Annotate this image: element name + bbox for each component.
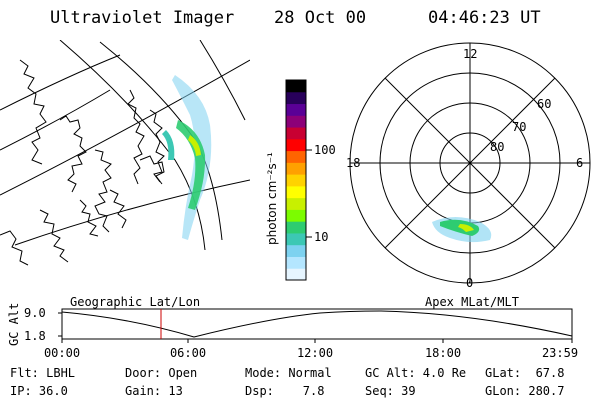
x-tick-label: 18:00 xyxy=(424,346,462,360)
colorbar-stripe xyxy=(286,174,306,187)
colorbar-stripe xyxy=(286,80,306,93)
colorbar-tick-label: 10 xyxy=(314,230,329,244)
mlt-label-6: 6 xyxy=(576,156,584,170)
coastline xyxy=(149,109,165,183)
colorbar-stripe xyxy=(286,138,306,152)
colorbar-tick-label: 100 xyxy=(314,143,336,157)
x-tick-label: 23:59 xyxy=(541,346,579,360)
lat-label-70: 70 xyxy=(512,120,527,134)
colorbar xyxy=(286,80,306,281)
colorbar-stripe xyxy=(286,115,306,128)
filter-info: Flt: LBHL xyxy=(10,366,76,380)
x-tick-label: 12:00 xyxy=(296,346,334,360)
ip-info: IP: 36.0 xyxy=(10,384,68,398)
map-grid-line xyxy=(0,59,250,196)
dsp-info: Dsp: 7.8 xyxy=(245,384,325,398)
polar-axis xyxy=(384,77,556,249)
y-tick-label: 9.0 xyxy=(24,306,46,320)
colorbar-frame xyxy=(285,79,307,281)
y-tick-label: 1.8 xyxy=(24,329,46,343)
gc-alt-curve xyxy=(61,310,573,338)
coastline xyxy=(127,89,145,185)
coastline xyxy=(94,149,112,233)
colorbar-stripe xyxy=(286,209,306,222)
instrument-title: Ultraviolet Imager xyxy=(50,8,235,28)
map-aurora xyxy=(188,135,201,156)
colorbar-stripe xyxy=(286,185,306,199)
mlt-label-12: 12 xyxy=(463,47,478,61)
gc-alt-info: GC Alt: 4.0 Re xyxy=(365,366,467,380)
colorbar-stripe xyxy=(286,232,306,246)
geographic-label: Geographic Lat/Lon xyxy=(70,295,201,309)
gain-info: Gain: 13 xyxy=(125,384,183,398)
colorbar-stripe xyxy=(286,221,306,234)
colorbar-stripe xyxy=(286,162,306,175)
colorbar-stripe xyxy=(286,197,306,210)
colorbar-label: photon cm⁻²s⁻¹ xyxy=(265,152,279,245)
apex-label: Apex MLat/MLT xyxy=(425,295,519,309)
coastline xyxy=(19,59,47,165)
colorbar-stripe xyxy=(286,256,306,269)
colorbar-stripe xyxy=(286,91,306,105)
glat-info: GLat: 67.8 xyxy=(485,366,565,380)
colorbar-stripe xyxy=(286,268,306,281)
map-grid-line xyxy=(0,89,111,151)
map-grid-line xyxy=(199,40,246,121)
coastline xyxy=(139,155,165,185)
map-grid-line xyxy=(14,179,250,246)
x-tick-label: 00:00 xyxy=(43,346,81,360)
coastline xyxy=(79,199,99,237)
glon-info: GLon: 280.7 xyxy=(485,384,565,398)
coastline xyxy=(59,115,87,193)
mlt-label-18: 18 xyxy=(346,156,361,170)
lat-label-60: 60 xyxy=(537,97,552,111)
map-aurora xyxy=(172,75,212,240)
polar-plot xyxy=(349,42,591,284)
gc-alt-axis-label: GC Alt xyxy=(7,302,21,346)
polar-aurora xyxy=(440,219,480,236)
coastline xyxy=(109,189,127,229)
seq-info: Seq: 39 xyxy=(365,384,416,398)
timeline-frame xyxy=(61,308,573,340)
colorbar-stripe xyxy=(286,244,306,257)
map-aurora xyxy=(176,120,206,210)
colorbar-stripe xyxy=(286,103,306,116)
colorbar-stripe xyxy=(286,127,306,140)
polar-aurora xyxy=(458,224,474,232)
time-label: 04:46:23 UT xyxy=(428,8,541,28)
coastline xyxy=(39,209,69,263)
map-aurora xyxy=(162,130,175,160)
coastline xyxy=(0,230,29,266)
date-label: 28 Oct 00 xyxy=(274,8,367,28)
mode-info: Mode: Normal xyxy=(245,366,332,380)
map-grid-line xyxy=(0,54,121,111)
lat-label-80: 80 xyxy=(490,140,505,154)
x-tick-label: 06:00 xyxy=(169,346,207,360)
colorbar-stripe xyxy=(286,150,306,163)
door-info: Door: Open xyxy=(125,366,198,380)
mlt-label-0: 0 xyxy=(466,276,474,290)
